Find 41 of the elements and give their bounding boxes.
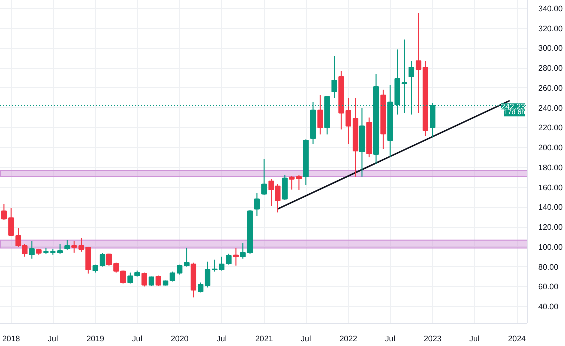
- y-tick-label: 120.00: [538, 223, 564, 232]
- candlestick: [29, 240, 35, 260]
- candlestick: [318, 94, 324, 136]
- y-tick-label: 140.00: [538, 203, 564, 212]
- x-tick-label: 2018: [2, 334, 21, 344]
- y-tick-label: 40.00: [538, 302, 560, 312]
- y-tick-label: 60.00: [538, 282, 560, 292]
- y-tick-label: 200.00: [538, 144, 564, 153]
- x-tick-label: Jul: [132, 334, 143, 344]
- candlestick: [156, 275, 162, 287]
- candlestick: [262, 159, 268, 196]
- candlestick: [332, 56, 338, 99]
- y-tick-label: 80.00: [538, 262, 560, 272]
- x-tick-label: 2022: [340, 334, 358, 344]
- x-tick-label: Jul: [470, 334, 480, 344]
- candlestick: [233, 248, 239, 266]
- y-tick-label: 280.00: [538, 64, 564, 74]
- candlestick: [240, 242, 246, 260]
- x-tick-label: Jul: [385, 334, 396, 344]
- y-tick-label: 100.00: [538, 242, 564, 252]
- candlestick: [226, 253, 232, 266]
- y-tick-label: 220.00: [538, 124, 564, 133]
- candlestick: [254, 192, 260, 217]
- y-tick-label: 300.00: [538, 44, 564, 54]
- y-tick-label: 320.00: [538, 24, 564, 34]
- x-tick-label: Jul: [216, 334, 228, 344]
- x-tick-label: 2020: [170, 334, 190, 344]
- y-tick-label: 240.00: [538, 104, 564, 113]
- y-tick-label: 180.00: [538, 163, 564, 172]
- x-tick-label: Jul: [301, 334, 312, 344]
- x-tick-label: 2023: [424, 334, 442, 344]
- candlestick: [282, 174, 288, 201]
- y-tick-label: 340.00: [538, 4, 564, 14]
- x-tick-label: 2021: [255, 334, 274, 344]
- x-tick-label: Jul: [48, 334, 58, 344]
- x-tick-label: 2024: [508, 334, 527, 344]
- y-tick-label: 160.00: [538, 183, 564, 192]
- x-tick-label: 2019: [86, 334, 106, 344]
- y-tick-label: 260.00: [538, 84, 564, 93]
- candlestick: [64, 240, 70, 250]
- candlestick: [142, 272, 148, 288]
